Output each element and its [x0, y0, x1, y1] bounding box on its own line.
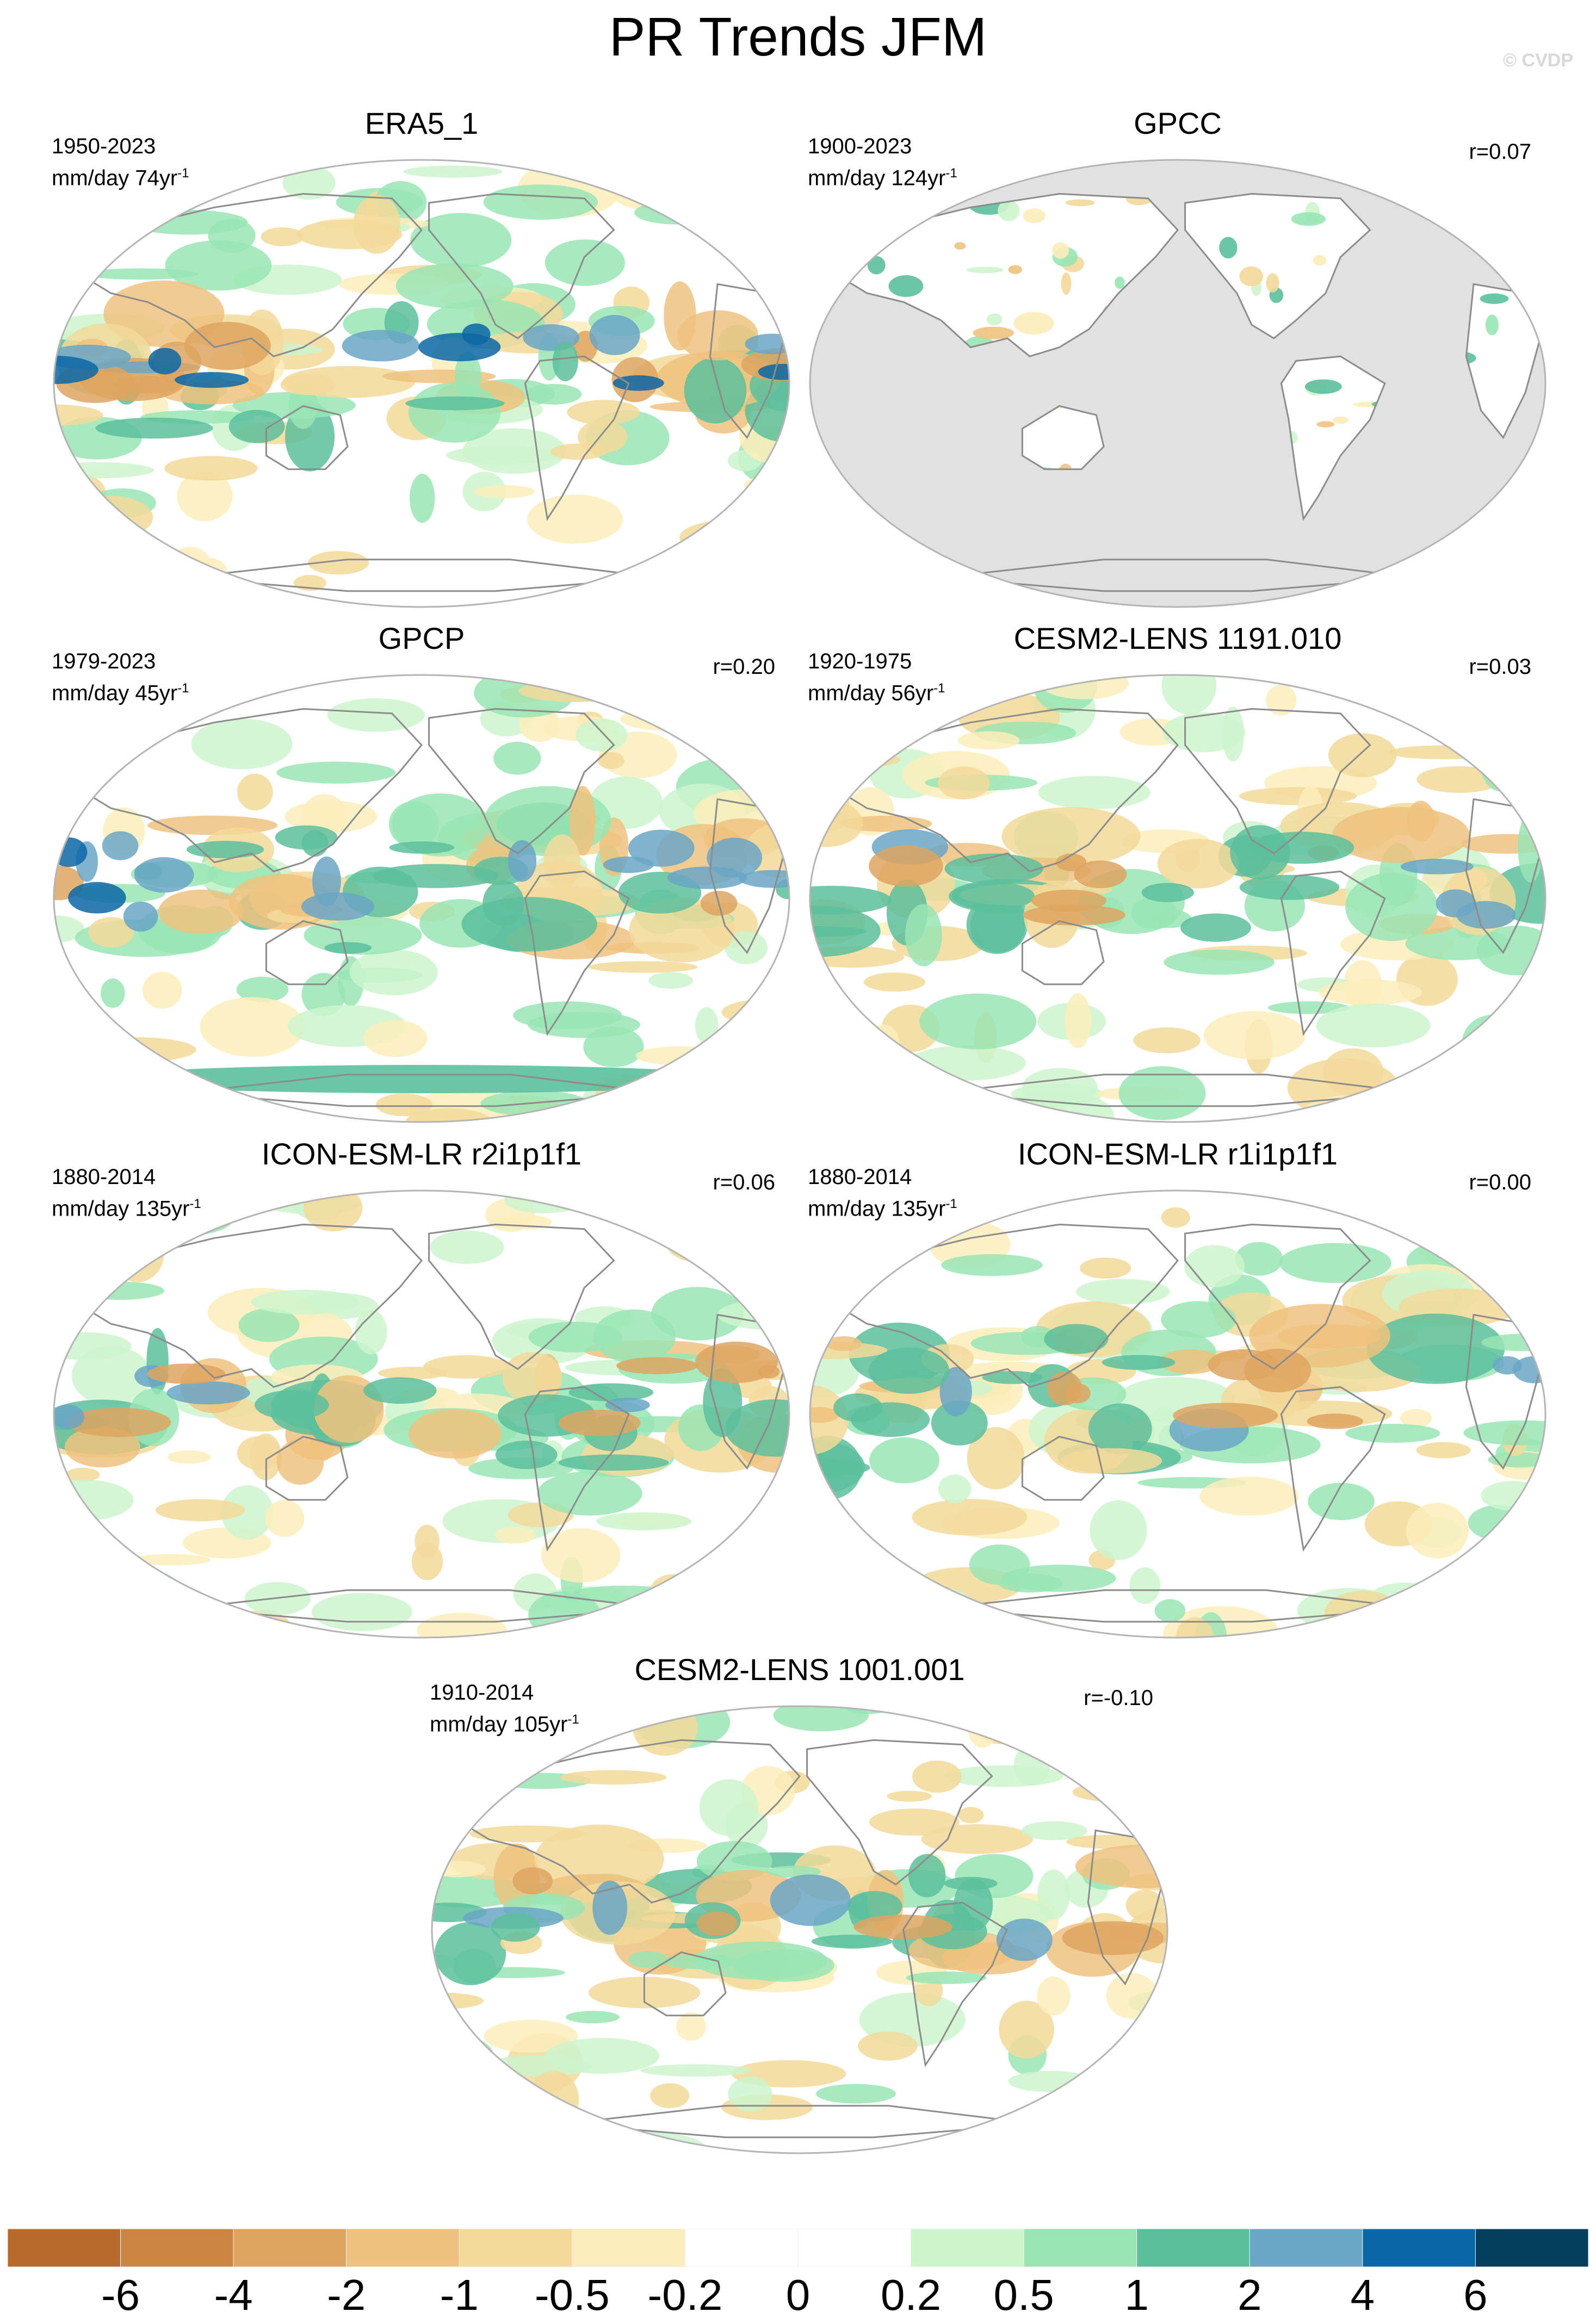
panel-period-units: 1880-2014 mm/day 135yr-1 [52, 1164, 201, 1222]
colorbar-tick-label: -0.5 [534, 2271, 610, 2319]
robinson-map [53, 1189, 790, 1639]
colorbar-tick-label: 2 [1238, 2271, 1262, 2319]
map-panel: CESM2-LENS 1001.001 1910-2014 mm/day 105yr… [430, 1652, 1170, 2154]
colorbar-tick-label: 0.2 [880, 2271, 942, 2319]
colorbar-tick-label: 1 [1124, 2271, 1149, 2319]
colorbar-tick-label: -4 [214, 2271, 253, 2319]
robinson-map [431, 1705, 1168, 2154]
panel-title: ICON-ESM-LR r1i1p1f1 [1017, 1137, 1338, 1171]
colorbar [8, 2229, 1588, 2267]
colorbar-swatch [346, 2229, 460, 2267]
units-text: mm/day 45yr-1 [52, 681, 189, 705]
pattern-correlation: r=0.00 [1469, 1170, 1531, 1194]
panel-period-units: 1979-2023 mm/day 45yr-1 [52, 648, 189, 707]
panel-title: CESM2-LENS 1001.001 [634, 1652, 965, 1687]
panel-period-units: 1920-1975 mm/day 56yr-1 [808, 648, 945, 707]
map-panel: ICON-ESM-LR r2i1p1f1 1880-2014 mm/day 135y… [52, 1137, 791, 1639]
colorbar-swatch [233, 2229, 347, 2267]
units-text: mm/day 124yr-1 [808, 166, 957, 190]
colorbar-swatch [1023, 2229, 1137, 2267]
watermark-text: © CVDP [1503, 50, 1573, 71]
colorbar-swatch [1475, 2229, 1588, 2267]
colorbar-tick-label: -1 [440, 2271, 479, 2319]
robinson-map [809, 674, 1546, 1123]
panel-title: ICON-ESM-LR r2i1p1f1 [261, 1137, 582, 1171]
map-panel: ICON-ESM-LR r1i1p1f1 1880-2014 mm/day 135y… [808, 1137, 1548, 1639]
colorbar-tick-label: 6 [1463, 2271, 1488, 2319]
units-text: mm/day 135yr-1 [808, 1197, 957, 1221]
colorbar-tick-label: -0.2 [647, 2271, 723, 2319]
units-exponent: -1 [567, 1712, 579, 1727]
period-text: 1880-2014 [52, 1165, 156, 1189]
pattern-correlation: r=0.06 [713, 1170, 775, 1194]
robinson-map [809, 1189, 1546, 1639]
panel-period-units: 1900-2023 mm/day 124yr-1 [808, 133, 957, 191]
units-exponent: -1 [177, 166, 189, 181]
pattern-correlation: r=0.20 [713, 655, 775, 679]
panel-period-units: 1880-2014 mm/day 135yr-1 [808, 1164, 957, 1222]
map-panel: ERA5_1 1950-2023 mm/day 74yr-1 [52, 106, 791, 608]
colorbar-swatch [459, 2229, 573, 2267]
panel-title: GPCP [378, 621, 465, 655]
units-text: mm/day 105yr-1 [430, 1712, 579, 1737]
panel-title: CESM2-LENS 1191.010 [1013, 621, 1342, 655]
period-text: 1880-2014 [808, 1165, 912, 1189]
period-text: 1920-1975 [808, 649, 912, 673]
colorbar-swatch [911, 2229, 1024, 2267]
colorbar-swatch [572, 2229, 686, 2267]
figure-title: PR Trends JFM [609, 7, 987, 67]
robinson-map [809, 159, 1546, 608]
colorbar-tick-label: 0 [785, 2271, 811, 2319]
pattern-correlation: r=-0.10 [1084, 1686, 1153, 1710]
panel-period-units: 1910-2014 mm/day 105yr-1 [430, 1680, 579, 1738]
period-text: 1910-2014 [430, 1681, 534, 1705]
map-panel: CESM2-LENS 1191.010 1920-1975 mm/day 56yr-… [808, 621, 1548, 1123]
units-text: mm/day 56yr-1 [808, 681, 945, 705]
colorbar-swatch [8, 2229, 121, 2267]
map-panel: GPCP 1979-2023 mm/day 45yr-1 r=0.20 [52, 621, 791, 1123]
colorbar-swatch [1249, 2229, 1363, 2267]
period-text: 1900-2023 [808, 134, 912, 158]
colorbar-swatch [797, 2229, 912, 2267]
colorbar-tick-label: 0.5 [993, 2271, 1054, 2319]
panel-title: ERA5_1 [364, 106, 479, 140]
panel-period-units: 1950-2023 mm/day 74yr-1 [52, 133, 189, 191]
colorbar-swatch [120, 2229, 234, 2267]
colorbar-swatch [1136, 2229, 1250, 2267]
map-panel: GPCC 1900-2023 mm/day 124yr-1 r=0.07 [808, 106, 1548, 608]
pattern-correlation: r=0.03 [1469, 655, 1531, 679]
units-text: mm/day 135yr-1 [52, 1197, 201, 1221]
period-text: 1979-2023 [52, 649, 156, 673]
units-exponent: -1 [945, 1197, 957, 1211]
colorbar-tick-label: 4 [1350, 2271, 1375, 2319]
period-text: 1950-2023 [52, 134, 156, 158]
units-exponent: -1 [933, 681, 945, 696]
units-exponent: -1 [945, 166, 957, 181]
colorbar-tick-label: -6 [101, 2271, 140, 2319]
colorbar-swatch [684, 2229, 799, 2267]
colorbar-swatch [1362, 2229, 1476, 2267]
colorbar-tick-label: -2 [327, 2271, 366, 2319]
pattern-correlation: r=0.07 [1469, 140, 1531, 164]
units-text: mm/day 74yr-1 [52, 166, 189, 190]
units-exponent: -1 [189, 1197, 201, 1211]
robinson-map [53, 674, 790, 1123]
units-exponent: -1 [177, 681, 189, 696]
panel-title: GPCC [1134, 106, 1222, 140]
robinson-map [53, 159, 790, 608]
